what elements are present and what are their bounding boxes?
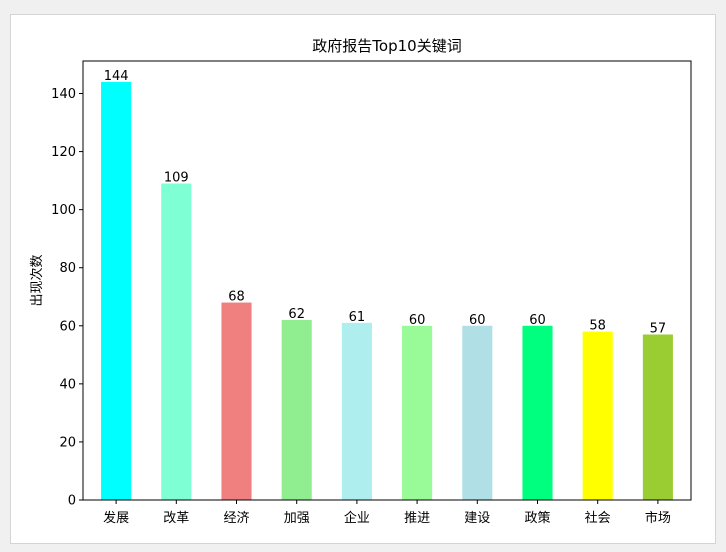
x-axis-ticks: 发展 改革 经济 加强 企业 推进 建设 政策 社会 市场 <box>103 500 671 526</box>
plot-frame <box>82 60 692 501</box>
bar-2 <box>161 183 192 500</box>
y-tick-label: 40 <box>59 377 76 392</box>
bar-1 <box>101 81 132 501</box>
bar-value-label: 68 <box>228 290 245 305</box>
bar-9 <box>582 331 613 500</box>
bar-value-label: 57 <box>650 322 667 337</box>
y-tick-label: 20 <box>59 435 76 450</box>
bar-value-label: 61 <box>349 310 366 325</box>
x-tick-label: 建设 <box>464 511 490 526</box>
bar-6 <box>402 325 433 500</box>
y-tick-label: 120 <box>51 145 76 160</box>
x-tick-label: 发展 <box>103 510 129 526</box>
bar-4 <box>281 319 312 500</box>
y-tick-label: 60 <box>59 319 76 334</box>
y-tick-label: 80 <box>59 261 76 276</box>
x-tick-label: 企业 <box>344 510 370 526</box>
x-tick-label: 推进 <box>404 511 430 526</box>
bar-value-label: 144 <box>104 69 129 84</box>
x-tick-label: 经济 <box>223 511 249 526</box>
bar-value-label: 58 <box>589 319 606 334</box>
bar-value-label: 109 <box>164 171 189 186</box>
figure-window: 政府报告Top10关键词 出现次数 144 109 68 62 61 60 60 60 58 57… <box>10 14 716 544</box>
bar-value-label: 60 <box>529 313 546 328</box>
x-tick-label: 市场 <box>645 510 671 526</box>
bar-value-label: 62 <box>288 307 305 322</box>
x-tick-label: 社会 <box>585 510 611 526</box>
bar-10 <box>642 334 673 500</box>
y-axis-label: 出现次数 <box>29 254 45 306</box>
x-tick-label: 改革 <box>163 511 189 526</box>
bar-5 <box>341 322 372 500</box>
bar-value-label: 60 <box>469 313 486 328</box>
bar-8 <box>522 325 553 500</box>
bar-chart: 政府报告Top10关键词 出现次数 144 109 68 62 61 60 60 60 58 57… <box>29 37 692 526</box>
bar-3 <box>221 302 252 500</box>
bar-7 <box>462 325 493 500</box>
bar-value-labels: 144 109 68 62 61 60 60 60 58 57 <box>104 69 666 337</box>
y-tick-label: 100 <box>51 203 76 218</box>
bars-group <box>101 81 673 501</box>
chart-title: 政府报告Top10关键词 <box>312 37 461 55</box>
y-tick-label: 0 <box>68 494 76 509</box>
y-axis-ticks: 0 20 40 60 80 100 120 140 <box>51 87 83 509</box>
x-tick-label: 加强 <box>284 511 310 526</box>
bar-value-label: 60 <box>409 313 426 328</box>
y-tick-label: 140 <box>51 87 76 102</box>
x-tick-label: 政策 <box>524 510 550 526</box>
